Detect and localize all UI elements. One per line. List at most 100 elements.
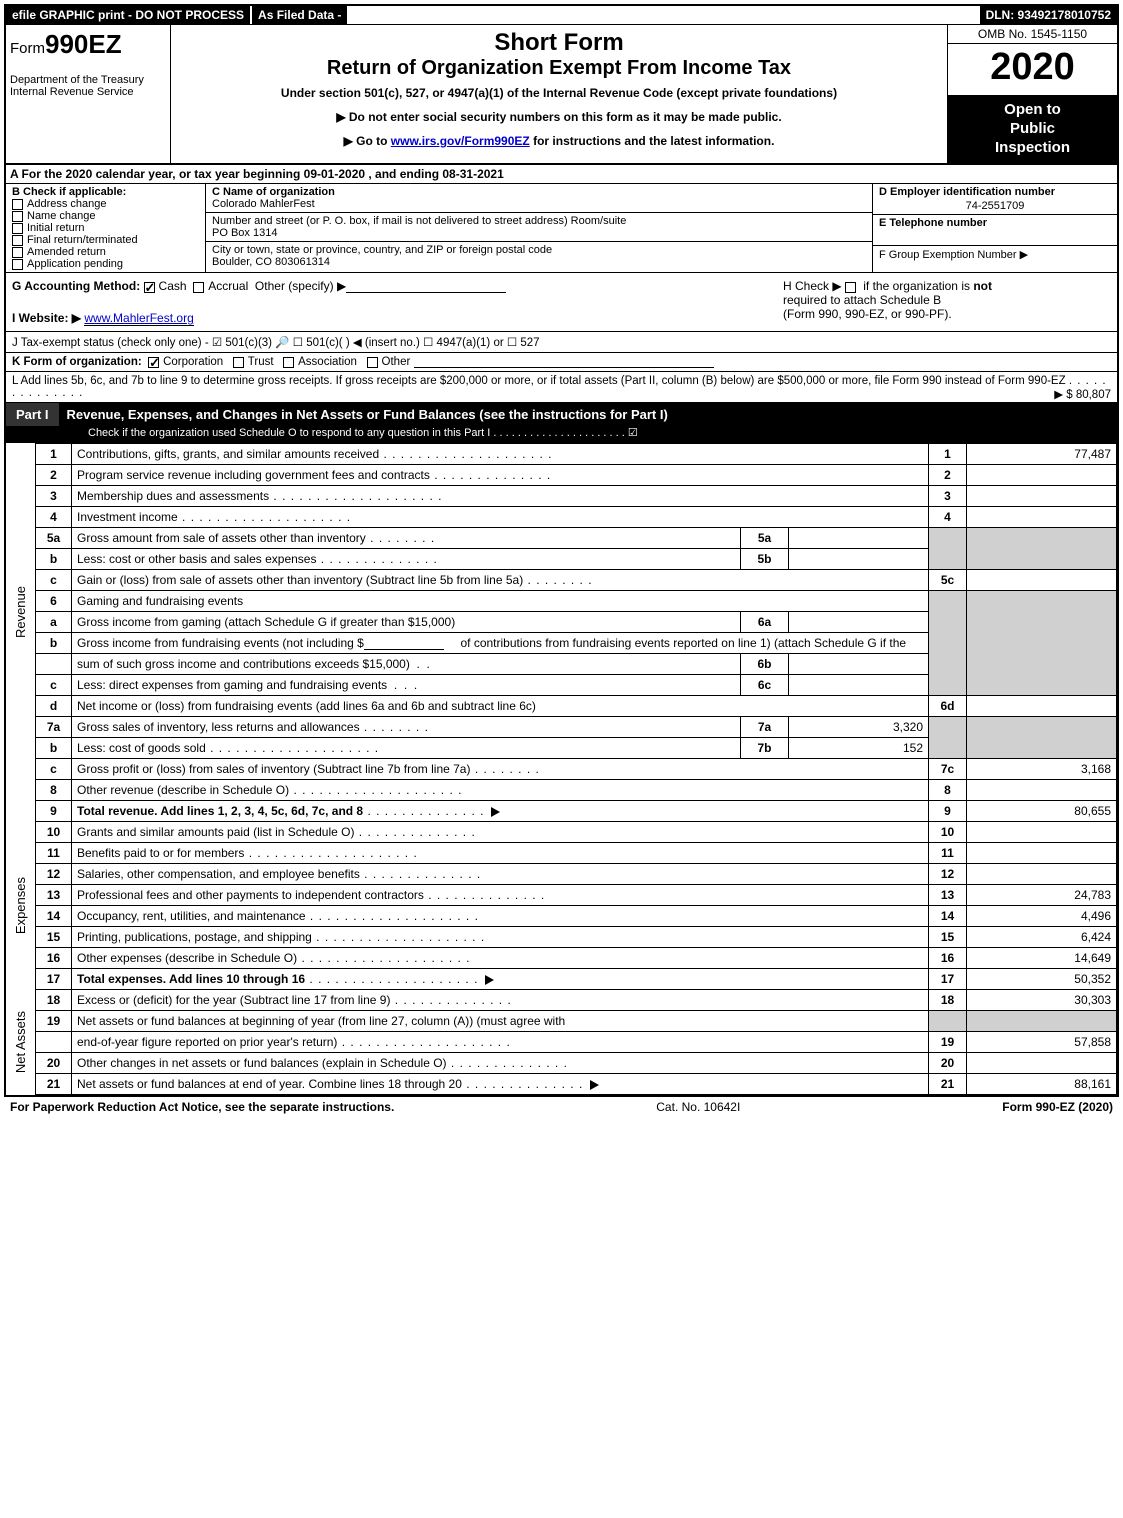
c-name-label: C Name of organization [212, 186, 866, 198]
l7b-desc: Less: cost of goods sold [77, 741, 206, 755]
l14-desc: Occupancy, rent, utilities, and maintena… [77, 909, 306, 923]
side-expenses: Expenses [11, 873, 30, 938]
org-address: PO Box 1314 [212, 227, 866, 239]
section-a: A For the 2020 calendar year, or tax yea… [6, 165, 1117, 184]
g-other: Other (specify) ▶ [255, 279, 346, 293]
e-phone-label: E Telephone number [879, 217, 1111, 229]
arrow-icon [491, 807, 500, 817]
box-c: C Name of organization Colorado MahlerFe… [206, 184, 872, 272]
goto-line: ▶ Go to www.irs.gov/Form990EZ for instru… [179, 134, 939, 148]
part1-tab: Part I [6, 403, 59, 426]
h-l3: (Form 990, 990-EZ, or 990-PF). [783, 307, 952, 321]
arrow-icon [590, 1080, 599, 1090]
form-header: Form990EZ Department of the Treasury Int… [6, 25, 1117, 165]
org-name: Colorado MahlerFest [212, 198, 866, 210]
l6c-desc: Less: direct expenses from gaming and fu… [77, 678, 387, 692]
l20-desc: Other changes in net assets or fund bala… [77, 1056, 447, 1070]
l15-desc: Printing, publications, postage, and shi… [77, 930, 312, 944]
box-def: D Employer identification number 74-2551… [872, 184, 1117, 272]
l2-desc: Program service revenue including govern… [77, 468, 430, 482]
box-g: G Accounting Method: Cash Accrual Other … [6, 273, 777, 331]
part1-header: Part I Revenue, Expenses, and Changes in… [6, 403, 1117, 426]
k-other-input[interactable] [414, 367, 714, 368]
chk-name-change[interactable]: Name change [12, 210, 199, 222]
l3-desc: Membership dues and assessments [77, 489, 269, 503]
l16-val: 14,649 [967, 948, 1117, 969]
l6-desc: Gaming and fundraising events [72, 591, 929, 612]
chk-amended[interactable]: Amended return [12, 246, 199, 258]
l7a-val: 3,320 [789, 717, 929, 738]
chk-address-change[interactable]: Address change [12, 198, 199, 210]
asfiled-banner: As Filed Data - [252, 6, 347, 24]
section-l: L Add lines 5b, 6c, and 7b to line 9 to … [6, 372, 1117, 403]
l10-desc: Grants and similar amounts paid (list in… [77, 825, 354, 839]
l8-desc: Other revenue (describe in Schedule O) [77, 783, 289, 797]
website-link[interactable]: www.MahlerFest.org [84, 311, 193, 326]
dln-banner: DLN: 93492178010752 [980, 6, 1117, 24]
chk-accrual[interactable] [193, 282, 204, 293]
h-l2: required to attach Schedule B [783, 293, 941, 307]
l13-desc: Professional fees and other payments to … [77, 888, 424, 902]
chk-other[interactable] [367, 357, 378, 368]
goto-pre: ▶ Go to [344, 134, 391, 148]
section-gh: G Accounting Method: Cash Accrual Other … [6, 273, 1117, 332]
footer-left: For Paperwork Reduction Act Notice, see … [10, 1100, 394, 1114]
open-l3: Inspection [952, 139, 1113, 158]
ssn-warning: ▶ Do not enter social security numbers o… [179, 110, 939, 124]
section-bcdef: B Check if applicable: Address change Na… [6, 184, 1117, 273]
form-container: efile GRAPHIC print - DO NOT PROCESS As … [4, 4, 1119, 1097]
chk-assoc[interactable] [283, 357, 294, 368]
l18-desc: Excess or (deficit) for the year (Subtra… [77, 993, 390, 1007]
form-prefix: Form [10, 40, 45, 57]
chk-corp[interactable] [148, 357, 159, 368]
arrow-icon [485, 975, 494, 985]
l6d-desc: Net income or (loss) from fundraising ev… [72, 696, 929, 717]
l13-val: 24,783 [967, 885, 1117, 906]
l17-val: 50,352 [967, 969, 1117, 990]
open-l2: Public [952, 120, 1113, 139]
g-other-input[interactable] [346, 292, 506, 293]
box-b-title: B Check if applicable: [12, 186, 199, 198]
l6b-amount-input[interactable] [364, 649, 444, 650]
chk-cash[interactable] [144, 282, 155, 293]
irs-link[interactable]: www.irs.gov/Form990EZ [391, 134, 530, 148]
l6b-desc: Gross income from fundraising events (no… [72, 633, 929, 654]
l7c-desc: Gross profit or (loss) from sales of inv… [77, 762, 470, 776]
l9-desc: Total revenue. Add lines 1, 2, 3, 4, 5c,… [77, 804, 363, 818]
l21-val: 88,161 [967, 1074, 1117, 1095]
l1-desc: Contributions, gifts, grants, and simila… [77, 447, 379, 461]
l12-desc: Salaries, other compensation, and employ… [77, 867, 360, 881]
lines-table: Revenue 1 Contributions, gifts, grants, … [6, 443, 1117, 1095]
l16-desc: Other expenses (describe in Schedule O) [77, 951, 297, 965]
chk-h[interactable] [845, 282, 856, 293]
open-l1: Open to [952, 101, 1113, 120]
k-label: K Form of organization: [12, 356, 142, 368]
footer-catno: Cat. No. 10642I [394, 1100, 1002, 1114]
form-no: 990EZ [45, 29, 122, 59]
side-netassets: Net Assets [11, 1007, 30, 1077]
l18-val: 30,303 [967, 990, 1117, 1011]
part1-title: Revenue, Expenses, and Changes in Net As… [59, 403, 1117, 426]
l17-desc: Total expenses. Add lines 10 through 16 [77, 972, 305, 986]
box-h: H Check ▶ if the organization is not req… [777, 273, 1117, 331]
chk-app-pending[interactable]: Application pending [12, 258, 199, 270]
ein-value: 74-2551709 [879, 200, 1111, 212]
l7a-desc: Gross sales of inventory, less returns a… [77, 720, 360, 734]
l1-num: 1 [36, 444, 72, 465]
l11-desc: Benefits paid to or for members [77, 846, 244, 860]
l6a-desc: Gross income from gaming (attach Schedul… [72, 612, 741, 633]
chk-trust[interactable] [233, 357, 244, 368]
c-addr-label: Number and street (or P. O. box, if mail… [212, 215, 866, 227]
under-section: Under section 501(c), 527, or 4947(a)(1)… [179, 86, 939, 100]
l1-val: 77,487 [967, 444, 1117, 465]
l15-val: 6,424 [967, 927, 1117, 948]
l19-val: 57,858 [967, 1032, 1117, 1053]
l-amount: ▶ $ 80,807 [1054, 387, 1111, 401]
chk-initial-return[interactable]: Initial return [12, 222, 199, 234]
top-bar: efile GRAPHIC print - DO NOT PROCESS As … [6, 6, 1117, 25]
omb-number: OMB No. 1545-1150 [948, 25, 1117, 44]
chk-final-return[interactable]: Final return/terminated [12, 234, 199, 246]
form-number: Form990EZ [10, 29, 166, 60]
dept-irs: Internal Revenue Service [10, 86, 166, 98]
l-text: L Add lines 5b, 6c, and 7b to line 9 to … [12, 375, 1066, 387]
